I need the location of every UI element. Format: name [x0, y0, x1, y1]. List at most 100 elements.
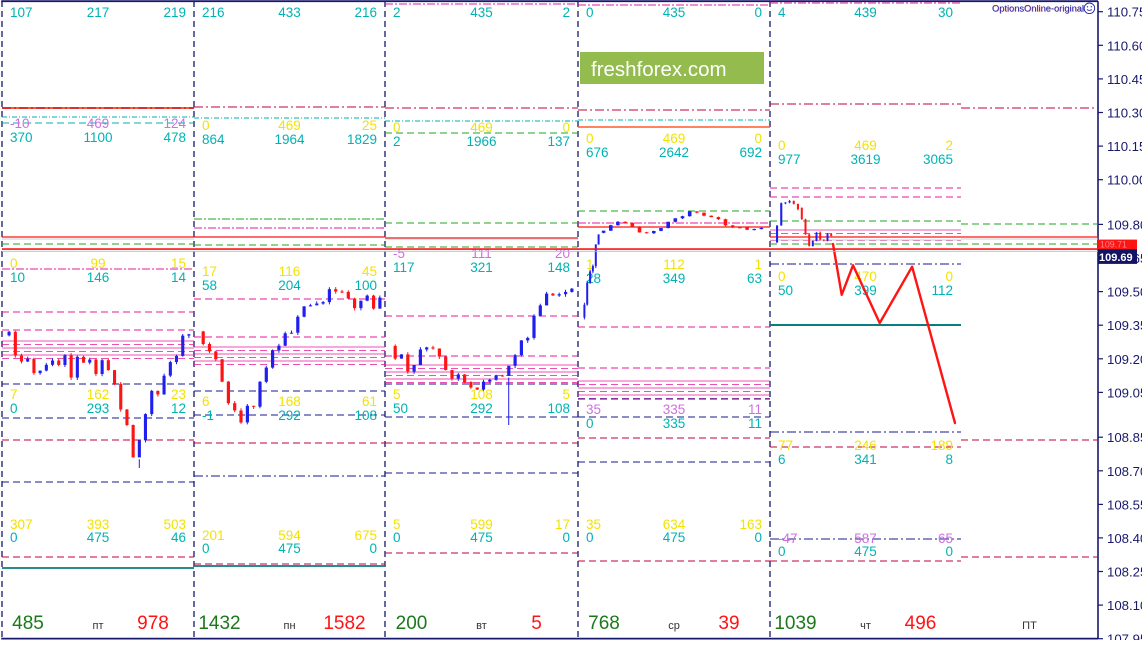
svg-text:137: 137	[547, 134, 570, 149]
svg-text:-1: -1	[202, 408, 214, 423]
svg-text:30: 30	[938, 5, 953, 20]
svg-text:108.10: 108.10	[1107, 598, 1142, 613]
svg-text:0: 0	[586, 131, 594, 146]
svg-text:110.15: 110.15	[1107, 139, 1142, 154]
svg-text:17: 17	[202, 264, 217, 279]
svg-text:пт: пт	[93, 620, 104, 632]
svg-text:20: 20	[555, 246, 570, 261]
svg-text:108.85: 108.85	[1107, 430, 1142, 445]
svg-text:6: 6	[778, 452, 786, 467]
svg-text:475: 475	[663, 530, 686, 545]
svg-text:1829: 1829	[347, 132, 377, 147]
svg-text:0: 0	[586, 530, 594, 545]
svg-text:77: 77	[778, 438, 793, 453]
svg-text:110.45: 110.45	[1107, 72, 1142, 87]
svg-text:1: 1	[754, 257, 762, 272]
svg-text:0: 0	[945, 269, 953, 284]
svg-text:478: 478	[163, 130, 186, 145]
svg-text:108.25: 108.25	[1107, 565, 1142, 580]
svg-text:475: 475	[854, 544, 877, 559]
svg-text:2: 2	[393, 5, 401, 20]
svg-text:108: 108	[547, 401, 570, 416]
svg-text:768: 768	[588, 613, 620, 634]
svg-text:2: 2	[945, 138, 953, 153]
svg-text:1432: 1432	[198, 613, 240, 634]
svg-text:0: 0	[754, 131, 762, 146]
svg-text:0: 0	[202, 118, 210, 133]
svg-text:146: 146	[87, 270, 110, 285]
svg-text:0: 0	[10, 256, 18, 271]
svg-text:200: 200	[396, 613, 428, 634]
svg-text:50: 50	[393, 401, 408, 416]
svg-text:11: 11	[748, 416, 762, 431]
svg-text:5: 5	[393, 387, 401, 402]
svg-text:11: 11	[748, 402, 762, 417]
svg-text:2: 2	[562, 5, 570, 20]
svg-text:6: 6	[202, 394, 210, 409]
svg-text:0: 0	[10, 530, 18, 545]
svg-text:0: 0	[562, 530, 570, 545]
svg-text:108: 108	[354, 408, 377, 423]
svg-text:692: 692	[739, 145, 762, 160]
svg-text:162: 162	[87, 387, 110, 402]
svg-text:496: 496	[905, 613, 937, 634]
svg-text:3619: 3619	[850, 152, 880, 167]
svg-text:0: 0	[945, 544, 953, 559]
svg-text:0: 0	[778, 544, 786, 559]
svg-text:2642: 2642	[659, 145, 689, 160]
svg-text:216: 216	[354, 5, 377, 20]
svg-text:109.71: 109.71	[1100, 239, 1127, 249]
svg-text:freshforex.com: freshforex.com	[591, 58, 727, 81]
svg-text:469: 469	[470, 120, 493, 135]
svg-text:109.05: 109.05	[1107, 385, 1142, 400]
svg-text:8: 8	[945, 452, 953, 467]
svg-text:0: 0	[778, 269, 786, 284]
svg-text:475: 475	[278, 541, 301, 556]
svg-text:109.50: 109.50	[1107, 285, 1142, 300]
svg-text:189: 189	[930, 438, 953, 453]
svg-text:148: 148	[547, 260, 570, 275]
svg-text:0: 0	[562, 120, 570, 135]
svg-text:485: 485	[12, 613, 44, 634]
svg-text:-5: -5	[393, 246, 405, 261]
svg-text:977: 977	[778, 152, 801, 167]
svg-text:110.00: 110.00	[1107, 173, 1142, 188]
svg-text:3065: 3065	[923, 152, 953, 167]
svg-text:0: 0	[778, 138, 786, 153]
svg-text:217: 217	[87, 5, 110, 20]
svg-text:293: 293	[87, 401, 110, 416]
svg-text:469: 469	[278, 118, 301, 133]
svg-text:0: 0	[586, 5, 594, 20]
svg-text:OptionsOnline-original: OptionsOnline-original	[992, 4, 1084, 14]
svg-text:вт: вт	[476, 620, 487, 632]
svg-text:246: 246	[854, 438, 877, 453]
svg-text:117: 117	[393, 260, 415, 275]
svg-text:63: 63	[747, 271, 762, 286]
svg-text:435: 435	[663, 5, 686, 20]
svg-text:14: 14	[171, 270, 187, 285]
svg-text:349: 349	[663, 271, 686, 286]
svg-text:978: 978	[137, 613, 169, 634]
svg-text:99: 99	[90, 256, 105, 271]
svg-text:108.70: 108.70	[1107, 464, 1142, 479]
svg-text:пн: пн	[283, 620, 295, 632]
svg-text:109.69: 109.69	[1099, 252, 1133, 264]
svg-text:110.30: 110.30	[1107, 106, 1142, 121]
svg-text:1966: 1966	[466, 134, 496, 149]
svg-text:109.35: 109.35	[1107, 318, 1142, 333]
svg-text:7: 7	[10, 387, 18, 402]
svg-text:676: 676	[586, 145, 609, 160]
svg-text:475: 475	[87, 530, 110, 545]
svg-text:112: 112	[663, 257, 685, 272]
svg-text:0: 0	[369, 541, 377, 556]
svg-text:124: 124	[163, 116, 186, 131]
svg-text:108: 108	[470, 387, 493, 402]
svg-text:216: 216	[202, 5, 225, 20]
svg-text:ср: ср	[668, 620, 680, 632]
svg-text:107: 107	[10, 5, 33, 20]
svg-text:292: 292	[470, 401, 493, 416]
svg-text:292: 292	[278, 408, 301, 423]
svg-text:0: 0	[393, 530, 401, 545]
svg-text:100: 100	[354, 278, 377, 293]
svg-text:370: 370	[10, 130, 33, 145]
